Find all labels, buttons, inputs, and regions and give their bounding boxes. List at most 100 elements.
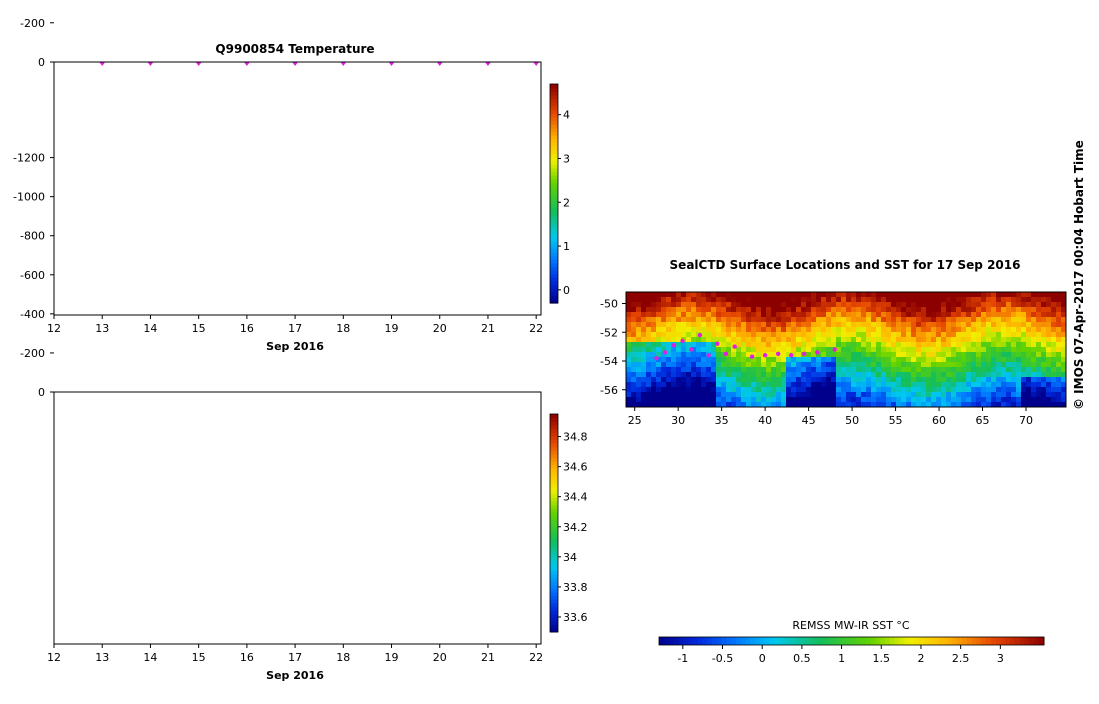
colorbar-band bbox=[550, 175, 558, 180]
sst-cell bbox=[656, 307, 662, 313]
sst-cell bbox=[881, 372, 887, 378]
sst-cell bbox=[821, 292, 827, 298]
sst-cell bbox=[966, 312, 972, 318]
sst-cell bbox=[631, 372, 637, 378]
sst-cell bbox=[761, 367, 767, 373]
sst-cell bbox=[826, 337, 832, 343]
sst-cell bbox=[766, 352, 772, 358]
sst-cell bbox=[891, 352, 897, 358]
sst-cell bbox=[846, 297, 852, 303]
sst-cell bbox=[671, 312, 677, 318]
sst-cell bbox=[921, 317, 927, 323]
sst-cell bbox=[826, 372, 832, 378]
sst-cell bbox=[856, 347, 862, 353]
sst-cell bbox=[1001, 352, 1007, 358]
sst-cell bbox=[971, 307, 977, 313]
sst-cell bbox=[796, 377, 802, 383]
sst-cell bbox=[931, 392, 937, 398]
sst-cell bbox=[641, 337, 647, 343]
sst-cell bbox=[721, 382, 727, 388]
colorbar-band bbox=[550, 566, 558, 571]
sst-colorbar-band bbox=[750, 637, 756, 645]
x-tick-label: 22 bbox=[529, 322, 543, 335]
sst-cell bbox=[976, 397, 982, 403]
sst-cell bbox=[926, 312, 932, 318]
sst-cell bbox=[936, 312, 942, 318]
sst-cell bbox=[1021, 382, 1027, 388]
sst-cell bbox=[936, 377, 942, 383]
sst-colorbar-band bbox=[659, 637, 665, 645]
sst-cell bbox=[781, 342, 787, 348]
sst-cell bbox=[806, 307, 812, 313]
sst-cell bbox=[786, 382, 792, 388]
sst-cell bbox=[936, 332, 942, 338]
sst-cell bbox=[846, 367, 852, 373]
sst-cell bbox=[816, 327, 822, 333]
sst-cell bbox=[891, 402, 897, 408]
colorbar-band bbox=[550, 127, 558, 132]
sst-cell bbox=[626, 352, 632, 358]
map-x-tick-label: 25 bbox=[628, 414, 642, 427]
sst-cell bbox=[751, 342, 757, 348]
y-tick-label: -1200 bbox=[13, 152, 45, 165]
sst-colorbar-band bbox=[702, 637, 708, 645]
sst-cell bbox=[956, 367, 962, 373]
sst-cell bbox=[736, 292, 742, 298]
colorbar-band bbox=[550, 584, 558, 589]
sst-cell bbox=[991, 397, 997, 403]
sst-cell bbox=[786, 337, 792, 343]
sst-cell bbox=[861, 297, 867, 303]
sst-cell bbox=[861, 382, 867, 388]
sst-cell bbox=[1001, 387, 1007, 393]
sst-cell bbox=[811, 302, 817, 308]
sst-cell bbox=[906, 372, 912, 378]
sst-cell bbox=[926, 367, 932, 373]
sst-cell bbox=[876, 372, 882, 378]
sst-cell bbox=[1056, 332, 1062, 338]
sst-cell bbox=[836, 312, 842, 318]
sst-cell bbox=[1006, 302, 1012, 308]
sst-cell bbox=[886, 382, 892, 388]
sst-cell bbox=[896, 352, 902, 358]
sst-cell bbox=[1016, 292, 1022, 298]
sst-cell bbox=[836, 317, 842, 323]
sst-cell bbox=[996, 317, 1002, 323]
sst-cell bbox=[806, 297, 812, 303]
sst-cell bbox=[906, 397, 912, 403]
sst-cell bbox=[646, 307, 652, 313]
sst-cell bbox=[821, 307, 827, 313]
sst-cell bbox=[901, 327, 907, 333]
colorbar-band bbox=[550, 182, 558, 187]
sst-cell bbox=[901, 317, 907, 323]
sst-cell bbox=[901, 342, 907, 348]
sst-cell bbox=[791, 347, 797, 353]
sst-cell bbox=[886, 402, 892, 408]
sst-cell bbox=[806, 397, 812, 403]
sst-cell bbox=[696, 327, 702, 333]
sst-cell bbox=[661, 337, 667, 343]
sst-cell bbox=[791, 322, 797, 328]
sst-cell bbox=[966, 352, 972, 358]
sst-cell bbox=[1031, 317, 1037, 323]
sst-cell bbox=[831, 367, 837, 373]
sst-cell bbox=[706, 302, 712, 308]
map-x-tick-label: 35 bbox=[715, 414, 729, 427]
sst-cell bbox=[1006, 382, 1012, 388]
sst-cell bbox=[686, 387, 692, 393]
sst-cell bbox=[636, 312, 642, 318]
colorbar-band bbox=[550, 109, 558, 114]
sst-cell bbox=[871, 307, 877, 313]
sst-cell bbox=[1006, 367, 1012, 373]
sst-cell bbox=[961, 337, 967, 343]
sst-colorbar-band bbox=[923, 637, 929, 645]
sst-cell bbox=[761, 302, 767, 308]
sst-cell bbox=[846, 307, 852, 313]
sst-cell bbox=[731, 337, 737, 343]
sst-cell bbox=[1021, 402, 1027, 408]
sst-cell bbox=[841, 312, 847, 318]
sst-cell bbox=[646, 317, 652, 323]
sst-cell bbox=[721, 377, 727, 383]
sst-cell bbox=[996, 297, 1002, 303]
sst-cell bbox=[981, 392, 987, 398]
sst-cell bbox=[746, 297, 752, 303]
